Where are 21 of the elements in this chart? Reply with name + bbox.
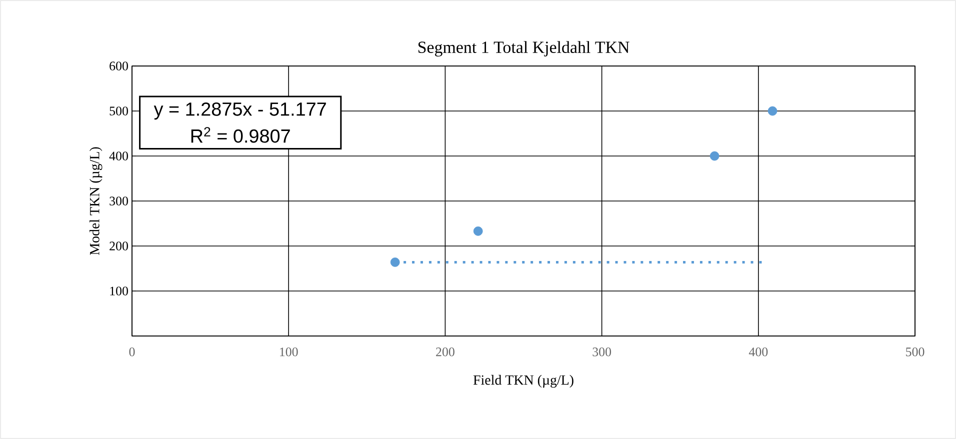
y-tick-label: 100 (110, 286, 128, 296)
x-tick-label: 300 (592, 348, 612, 356)
point (473, 226, 483, 236)
point (768, 106, 778, 116)
y-tick-label: 200 (110, 242, 128, 250)
y-tick-label: 400 (109, 152, 128, 160)
chart-title: Segment 1 Total Kjeldahl TKN (418, 41, 630, 57)
x-tick-label: 400 (748, 348, 768, 356)
y-tick-label: 300 (110, 196, 128, 206)
x-tick-label: 0 (129, 348, 135, 356)
point (710, 151, 720, 161)
x-tick-label: 100 (280, 348, 298, 356)
x-tick-label: 200 (436, 348, 454, 356)
y-axis-title: Model TKN (µg/L) (90, 147, 102, 255)
annotation: y = 1.2875x - 51.177 (154, 102, 326, 120)
annotation: R$^{2}$ = 0.9807 (191, 127, 290, 143)
y-tick-label: 500 (110, 106, 128, 116)
x-tick-label: 500 (906, 348, 924, 356)
x-axis-title: Field TKN (µg/L) (473, 374, 574, 388)
point (390, 258, 400, 267)
y-tick-label: 600 (110, 62, 128, 70)
